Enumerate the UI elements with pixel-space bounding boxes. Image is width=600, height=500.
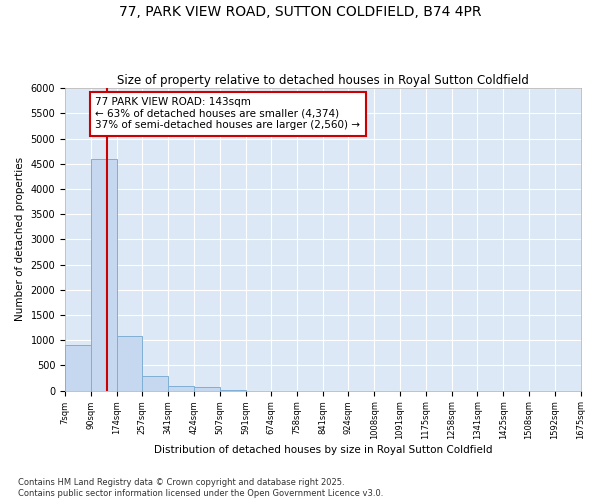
Text: 77, PARK VIEW ROAD, SUTTON COLDFIELD, B74 4PR: 77, PARK VIEW ROAD, SUTTON COLDFIELD, B7… [119, 5, 481, 19]
X-axis label: Distribution of detached houses by size in Royal Sutton Coldfield: Distribution of detached houses by size … [154, 445, 492, 455]
Y-axis label: Number of detached properties: Number of detached properties [15, 158, 25, 322]
Bar [194, 388, 220, 390]
Bar [142, 376, 168, 390]
Title: Size of property relative to detached houses in Royal Sutton Coldfield: Size of property relative to detached ho… [117, 74, 529, 87]
Bar [65, 345, 91, 391]
Text: Contains HM Land Registry data © Crown copyright and database right 2025.
Contai: Contains HM Land Registry data © Crown c… [18, 478, 383, 498]
Bar [91, 158, 116, 390]
Text: 77 PARK VIEW ROAD: 143sqm
← 63% of detached houses are smaller (4,374)
37% of se: 77 PARK VIEW ROAD: 143sqm ← 63% of detac… [95, 97, 361, 130]
Bar [116, 336, 142, 390]
Bar [168, 386, 194, 390]
